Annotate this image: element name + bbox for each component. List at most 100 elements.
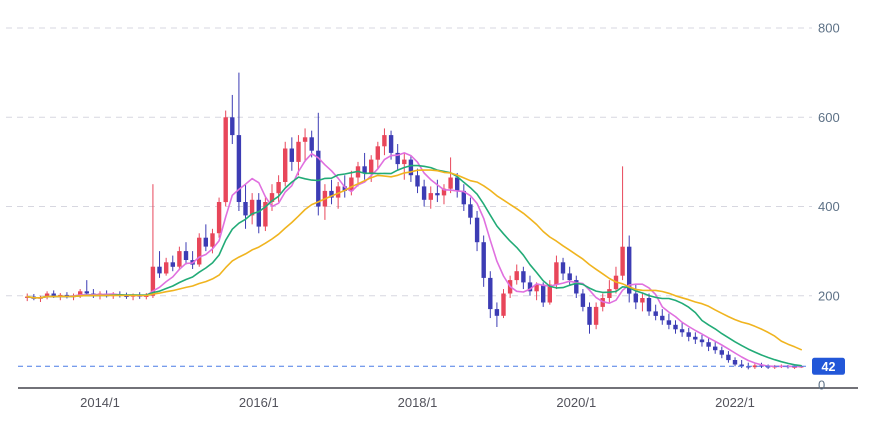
candle-body [554, 262, 559, 285]
candle-body [521, 271, 526, 283]
candle-body [124, 295, 129, 297]
candle-body [759, 365, 764, 367]
candle-body [170, 262, 175, 267]
candle-body [216, 202, 222, 234]
candle-body [713, 346, 718, 351]
candle-body [302, 137, 308, 142]
candle-body [653, 311, 658, 316]
candle-body [388, 135, 394, 153]
candle-body [309, 137, 314, 151]
y-tick-label: 0 [818, 378, 825, 393]
x-tick-label: 2016/1 [239, 395, 279, 410]
candle-body [646, 298, 652, 312]
candle-body [455, 177, 460, 191]
candle-body [335, 186, 341, 198]
candle-body [263, 202, 268, 227]
candle-body [732, 360, 738, 365]
candle-body [494, 309, 500, 316]
candle-body [580, 293, 586, 307]
candle-body [421, 186, 427, 200]
candle-body [382, 135, 387, 147]
candle-body [746, 366, 751, 368]
ma12-line [26, 164, 803, 367]
candle-body [706, 342, 711, 347]
candle-body [51, 293, 56, 297]
candle-body [488, 277, 493, 310]
candle-body [395, 152, 400, 165]
candle-body [640, 298, 645, 303]
candle-body [329, 190, 334, 198]
candle-body [296, 141, 301, 162]
candle-body [468, 204, 473, 218]
candle-body [342, 186, 347, 191]
candle-body [164, 262, 169, 274]
candle-body [177, 251, 182, 267]
candle-body [607, 289, 612, 298]
candle-body [157, 266, 162, 274]
x-tick-label: 2014/1 [80, 395, 120, 410]
candle-body [249, 199, 255, 216]
candle-body [514, 271, 519, 281]
ma6-line [26, 152, 803, 368]
candle-body [541, 284, 546, 303]
candle-body [726, 354, 731, 361]
candle-body [534, 284, 539, 292]
candle-body [289, 148, 294, 162]
y-axis-labels: 0 200 400 600 800 [818, 21, 840, 393]
candle-body [269, 193, 275, 202]
candle-body [593, 306, 599, 325]
candle-body [693, 336, 698, 340]
candle-body [719, 350, 724, 355]
candle-body [435, 193, 440, 196]
y-tick-label: 200 [818, 288, 840, 303]
candle-body [223, 117, 228, 203]
candle-body [627, 246, 632, 294]
x-axis-labels: 2014/1 2016/1 2018/1 2020/1 2022/1 [80, 395, 755, 410]
candle-body [686, 332, 691, 337]
candle-body [633, 293, 638, 303]
candle-body [256, 199, 261, 227]
candle-body [547, 284, 552, 303]
candle-body [362, 166, 367, 173]
candle-body [197, 237, 202, 265]
current-price-badge-bg [812, 357, 845, 375]
candle-body [461, 190, 466, 205]
candle-body [402, 159, 407, 165]
candle-body [587, 306, 592, 325]
candle-body [679, 329, 685, 333]
candle-body [673, 324, 678, 330]
candle-body [369, 159, 374, 173]
candle-body [739, 364, 744, 367]
candle-body [481, 242, 486, 278]
candle-body [527, 282, 533, 292]
candle-body [428, 193, 433, 200]
candle-body [574, 280, 579, 294]
current-price-badge: 42 [812, 357, 845, 375]
candle-body [349, 177, 354, 191]
y-tick-label: 600 [818, 110, 840, 125]
candle-body [183, 251, 189, 260]
x-tick-label: 2018/1 [398, 395, 438, 410]
y-tick-label: 400 [818, 199, 840, 214]
candle-body [474, 217, 480, 243]
candle-body [415, 175, 420, 187]
candle-body [752, 365, 758, 368]
candle-body [316, 150, 321, 207]
candle-body [203, 237, 208, 247]
candle-body [243, 202, 248, 216]
candle-body [150, 266, 156, 296]
candle-body [567, 273, 572, 281]
ma-lines [26, 152, 803, 368]
y-tick-label: 800 [818, 21, 840, 36]
candle-body [560, 262, 566, 274]
candle-body [230, 117, 235, 136]
x-tick-label: 2022/1 [715, 395, 755, 410]
candle-body [78, 291, 83, 296]
candle-body [666, 320, 672, 325]
candle-body [276, 182, 281, 194]
candle-body [210, 233, 215, 247]
x-tick-label: 2020/1 [556, 395, 596, 410]
candle-body [448, 177, 453, 189]
